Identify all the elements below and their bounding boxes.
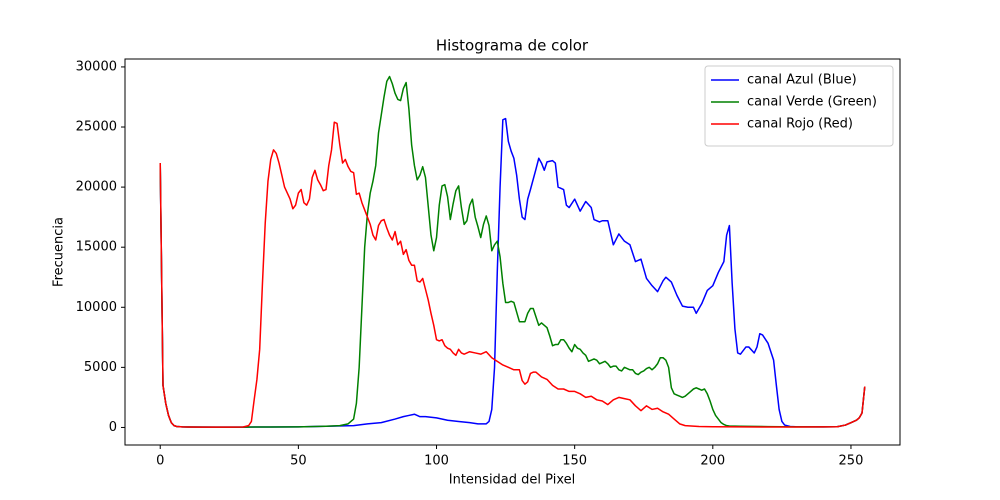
y-tick-label: 10000: [76, 300, 117, 315]
y-tick-label: 5000: [84, 360, 117, 375]
plot-frame: [124, 58, 901, 446]
data-line: [159, 75, 866, 428]
y-tick-label: 20000: [76, 180, 117, 195]
data-line: [159, 117, 866, 428]
x-tick-label: 200: [700, 454, 725, 469]
legend-label: canal Azul (Blue): [747, 73, 857, 88]
x-tick-label: 100: [424, 454, 449, 469]
data-line: [159, 121, 866, 428]
x-tick-label: 0: [156, 454, 164, 469]
y-tick-label: 25000: [76, 120, 117, 135]
legend-label: canal Rojo (Red): [747, 117, 853, 132]
x-axis-label: Intensidad del Pixel: [449, 473, 575, 488]
y-tick-label: 30000: [76, 59, 117, 74]
x-tick-label: 150: [562, 454, 587, 469]
y-axis-label: Frecuencia: [52, 217, 67, 287]
x-tick-label: 50: [290, 454, 307, 469]
legend-box: [704, 65, 894, 147]
y-tick-label: 0: [109, 420, 117, 435]
chart-title: Histograma de color: [436, 37, 589, 55]
x-tick-label: 250: [839, 454, 864, 469]
legend-label: canal Verde (Green): [747, 95, 877, 110]
y-tick-label: 15000: [76, 240, 117, 255]
